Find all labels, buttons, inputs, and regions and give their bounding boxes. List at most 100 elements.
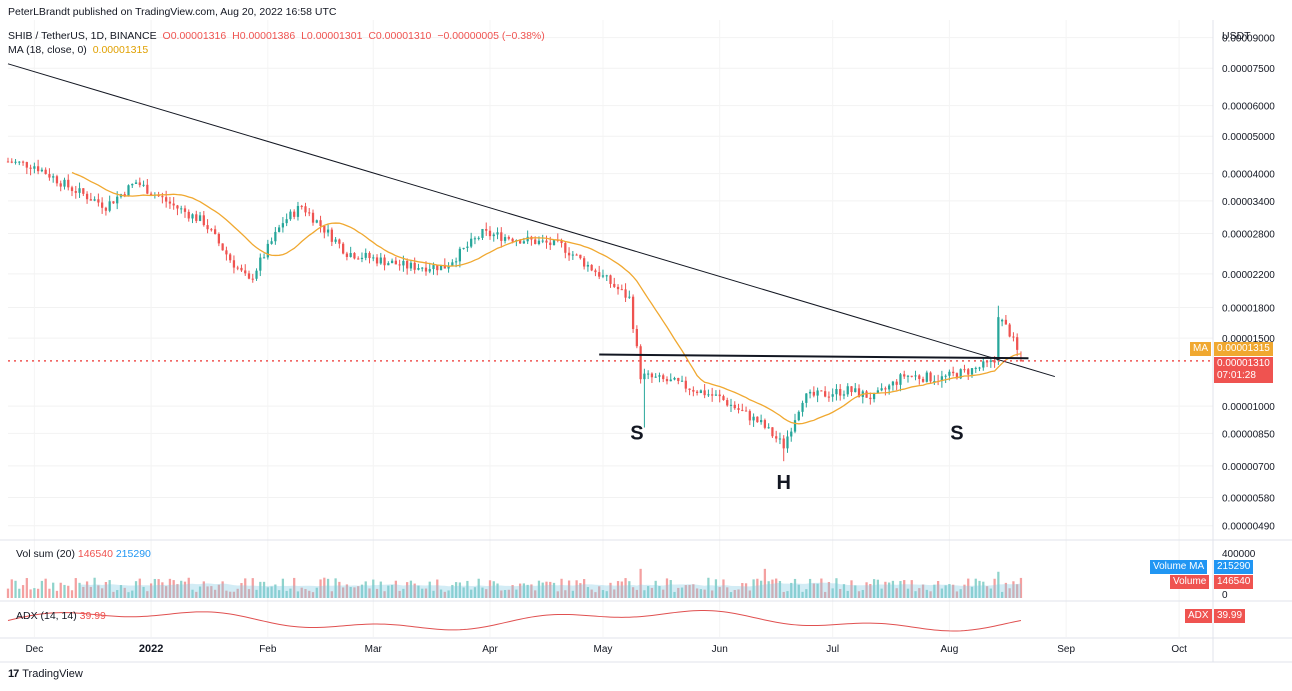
candle-body xyxy=(733,404,736,409)
candle-body xyxy=(982,361,985,368)
volume-tag-label: Volume xyxy=(1170,575,1210,589)
candle-body xyxy=(970,368,974,375)
time-tick-label: Feb xyxy=(259,644,277,655)
symbol-legend[interactable]: SHIB / TetherUS, 1D, BINANCE O0.00001316… xyxy=(8,30,548,42)
volume-bar xyxy=(658,586,661,598)
volume-bar xyxy=(914,591,917,598)
candle-body xyxy=(541,240,544,242)
candle-body xyxy=(101,202,104,208)
volume-bar xyxy=(854,585,857,598)
candle-body xyxy=(191,214,194,219)
volume-bar xyxy=(684,585,687,598)
publisher-line: PeterLBrandt published on TradingView.co… xyxy=(8,6,337,18)
volume-bar xyxy=(899,581,902,598)
candle-body xyxy=(236,267,239,269)
volume-bar xyxy=(78,582,81,598)
footer[interactable]: 17 TradingView xyxy=(8,668,83,680)
candle-body xyxy=(134,182,138,184)
candle-body xyxy=(59,183,62,187)
candle-body xyxy=(801,402,804,412)
volume-bar xyxy=(323,577,326,598)
candle-body xyxy=(63,179,66,187)
ma-tag-value: 0.00001315 xyxy=(1214,342,1273,356)
time-tick-label: Dec xyxy=(25,644,43,655)
candle-body xyxy=(462,247,465,249)
volume-ma-tag-label: Volume MA xyxy=(1150,560,1208,574)
candle-body xyxy=(21,161,25,163)
volume-bar xyxy=(616,581,620,598)
candle-body xyxy=(74,191,77,193)
volume-bar xyxy=(481,587,484,598)
volume-bar xyxy=(409,580,413,598)
candle-body xyxy=(225,250,228,255)
adx-legend[interactable]: ADX (14, 14) 39.99 xyxy=(16,610,106,622)
adx-line xyxy=(7,610,1022,632)
candle-body xyxy=(270,241,273,244)
volume-bar xyxy=(726,587,729,598)
volume-bar xyxy=(545,581,548,598)
volume-legend[interactable]: Vol sum (20) 146540 215290 xyxy=(16,548,151,560)
ma-label: MA (18, close, 0) xyxy=(8,44,87,56)
volume-ma-tag-value: 215290 xyxy=(1214,560,1254,574)
candle-body xyxy=(93,199,96,201)
candle-body xyxy=(172,203,175,206)
candle-body xyxy=(511,238,514,242)
volume-bar xyxy=(906,588,910,598)
candle-body xyxy=(967,369,970,375)
volume-bar xyxy=(677,587,680,598)
volume-bar xyxy=(650,587,654,598)
candle-body xyxy=(454,261,458,263)
candle-body xyxy=(850,386,853,393)
candle-body xyxy=(394,260,397,265)
volume-bar xyxy=(473,587,477,598)
volume-bar xyxy=(718,587,721,598)
candle-body xyxy=(473,238,477,240)
volume-bar xyxy=(872,579,876,598)
volume-bar xyxy=(586,587,590,598)
candle-body xyxy=(281,223,285,228)
candle-body xyxy=(29,167,32,169)
candle-body xyxy=(959,369,962,379)
ma-legend[interactable]: MA (18, close, 0) 0.00001315 xyxy=(8,44,151,56)
volume-bar xyxy=(959,589,962,598)
volume-bar xyxy=(835,578,838,598)
ma-value: 0.00001315 xyxy=(92,44,149,56)
pattern-label: H xyxy=(776,472,790,494)
candle-body xyxy=(488,230,492,237)
volume-bar xyxy=(406,582,409,598)
candle-body xyxy=(14,161,17,163)
volume-bar xyxy=(466,580,469,598)
candle-body xyxy=(353,253,356,259)
candle-body xyxy=(872,393,876,400)
candle-body xyxy=(165,197,168,202)
candle-body xyxy=(251,278,254,280)
volume-bar xyxy=(846,590,849,598)
volume-bar xyxy=(85,581,89,598)
volume-bar xyxy=(436,579,439,598)
volume-ma-area xyxy=(79,582,1021,598)
candle-body xyxy=(854,388,857,393)
candle-body xyxy=(594,270,597,273)
volume-bar xyxy=(778,580,782,598)
volume-bar xyxy=(70,590,74,598)
candle-body xyxy=(168,201,172,204)
volume-bar xyxy=(669,580,672,598)
candle-body xyxy=(304,206,307,213)
volume-bar xyxy=(929,591,932,598)
volume-bar xyxy=(733,590,736,598)
volume-bar xyxy=(379,581,382,598)
price-tick-label: 0.00000580 xyxy=(1222,493,1275,504)
volume-bar xyxy=(349,587,352,598)
volume-bar xyxy=(240,583,243,598)
volume-bar xyxy=(970,586,974,598)
candle-body xyxy=(673,377,676,380)
candle-body xyxy=(899,374,902,385)
candle-body xyxy=(763,420,767,428)
volume-bar xyxy=(251,578,254,598)
candle-body xyxy=(195,214,198,221)
candle-body xyxy=(198,215,202,221)
candle-body xyxy=(1004,319,1008,325)
time-tick-label: Sep xyxy=(1057,644,1075,655)
volume-bar xyxy=(522,583,526,598)
